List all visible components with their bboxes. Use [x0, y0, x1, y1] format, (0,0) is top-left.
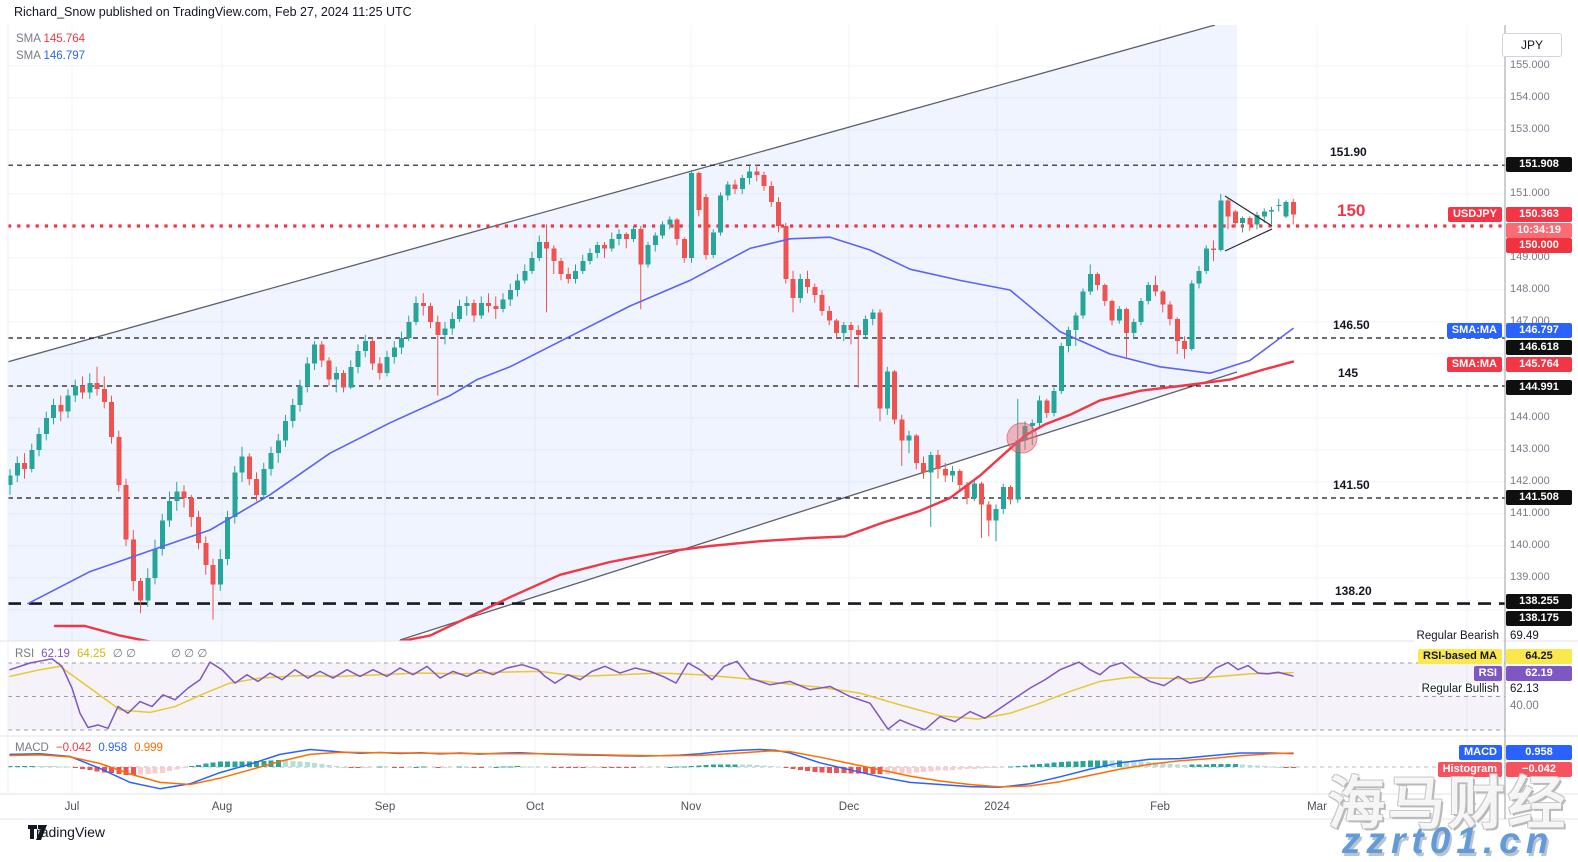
rsi-row-Regular Bearish: Regular Bearish 69.49 [1242, 630, 1539, 642]
month-label-Feb: Feb [1150, 801, 1170, 813]
price-axis-value: 144.000 [1510, 411, 1550, 423]
sma-legend-row-1[interactable]: SMA 145.764 [16, 33, 85, 45]
legend-part: MACD [15, 742, 49, 754]
rsi-row-value: 64.25 [1506, 649, 1572, 664]
tradingview-logo-icon [28, 825, 47, 840]
macd-chip-MACD: MACD [1459, 745, 1502, 760]
price-axis-value: 151.000 [1510, 187, 1550, 199]
rsi-row-RSI: RSI 62.19 [1242, 666, 1572, 681]
price-badge-151.908: 151.908 [1506, 157, 1572, 173]
legend-part: ∅ ∅ ∅ [170, 648, 208, 660]
rsi-row-value: 69.49 [1510, 630, 1539, 642]
sma-legend-row-2[interactable]: SMA 146.797 [16, 50, 85, 62]
macd-chip-Histogram: Histogram [1437, 762, 1502, 777]
price-badge-138.175: 138.175 [1506, 611, 1572, 627]
price-badge-150.363: 150.363 [1506, 206, 1572, 222]
level-label-146.50: 146.50 [1333, 318, 1370, 332]
price-axis-value: 142.000 [1510, 475, 1550, 487]
rsi-row-label: Regular Bullish [1418, 683, 1502, 695]
rsi-row-value: 62.19 [1506, 666, 1572, 681]
legend-part: 62.19 [41, 648, 70, 660]
price-badge-138.255: 138.255 [1506, 594, 1572, 610]
price-badge-141.508: 141.508 [1506, 490, 1572, 506]
month-label-Dec: Dec [838, 801, 860, 813]
series-chip-SMA:MA: SMA:MA [1446, 323, 1502, 339]
price-axis-value: 141.000 [1510, 507, 1550, 519]
month-label-Jul: Jul [64, 801, 80, 813]
price-badge-144.991: 144.991 [1506, 379, 1572, 395]
price-badge-150.000: 150.000 [1506, 238, 1572, 254]
rsi-row-label: RSI-based MA [1418, 649, 1502, 664]
price-badge-146.618: 146.618 [1506, 340, 1572, 356]
tradingview-logo-text: TradingView [28, 824, 106, 840]
month-label-Oct: Oct [526, 801, 544, 813]
sma2-value: 146.797 [43, 50, 86, 62]
rsi-legend[interactable]: RSI 62.19 64.25 ∅ ∅ ∅ ∅ ∅ [15, 646, 214, 660]
level-label-138.20: 138.20 [1335, 583, 1372, 598]
legend-part: RSI [15, 648, 35, 660]
sma1-value: 145.764 [43, 33, 86, 45]
rsi-row-label: Regular Bearish [1413, 630, 1502, 642]
watermark-url: zzrt01.cn [1342, 820, 1555, 861]
month-label-Mar: Mar [1307, 801, 1327, 813]
price-axis-value: 155.000 [1510, 59, 1550, 71]
tradingview-logo[interactable]: TradingView [28, 824, 105, 840]
macd-value-Histogram: −0.042 [1506, 762, 1572, 777]
price-axis-value: 143.000 [1510, 443, 1550, 455]
sma1-label: SMA [16, 33, 41, 45]
macd-value-MACD: 0.958 [1506, 745, 1572, 760]
series-chip-SMA:MA: SMA:MA [1446, 356, 1502, 372]
level-label-145: 145 [1338, 366, 1359, 380]
month-label-Nov: Nov [680, 801, 702, 813]
rsi-row-label: RSI [1473, 666, 1502, 681]
price-axis-value: 154.000 [1510, 91, 1550, 103]
month-label-Aug: Aug [211, 801, 233, 813]
macd-legend[interactable]: MACD −0.042 0.958 0.999 [15, 742, 170, 754]
rsi-row-RSI-based MA: RSI-based MA 64.25 [1242, 649, 1572, 664]
rsi-row-value: 62.13 [1510, 683, 1539, 695]
price-axis-value: 140.000 [1510, 539, 1550, 551]
month-label-2024: 2024 [984, 801, 1010, 813]
legend-part: −0.042 [55, 742, 92, 754]
price-axis-value: 153.000 [1510, 123, 1550, 135]
price-axis-value: 149.000 [1510, 251, 1550, 263]
level-label-151.90: 151.90 [1330, 145, 1367, 160]
level-label-141.50: 141.50 [1333, 478, 1370, 492]
legend-part: 0.999 [134, 742, 163, 754]
currency-button[interactable]: JPY [1502, 33, 1562, 57]
legend-part: 0.958 [98, 742, 128, 754]
price-axis-value: 139.000 [1510, 571, 1550, 583]
publication-header: Richard_Snow published on TradingView.co… [14, 5, 412, 19]
price-badge-145.764: 145.764 [1506, 356, 1572, 372]
price-axis-value: 148.000 [1510, 283, 1550, 295]
rsi-row-Regular Bullish: Regular Bullish 62.13 [1242, 683, 1539, 695]
legend-part: 64.25 [76, 648, 106, 660]
rsi-row-value: 40.00 [1510, 700, 1539, 712]
legend-part: ∅ ∅ [112, 648, 136, 660]
month-label-Apr: Apr [1458, 801, 1476, 813]
watermark-cn: 海马财经 [1328, 772, 1568, 836]
price-badge-146.797: 146.797 [1506, 323, 1572, 339]
sma2-label: SMA [16, 50, 41, 62]
level-label-150: 150 [1337, 201, 1366, 220]
month-label-Sep: Sep [374, 801, 396, 813]
series-chip-USDJPY: USDJPY [1447, 206, 1502, 222]
price-badge-10:34:19: 10:34:19 [1506, 223, 1572, 239]
